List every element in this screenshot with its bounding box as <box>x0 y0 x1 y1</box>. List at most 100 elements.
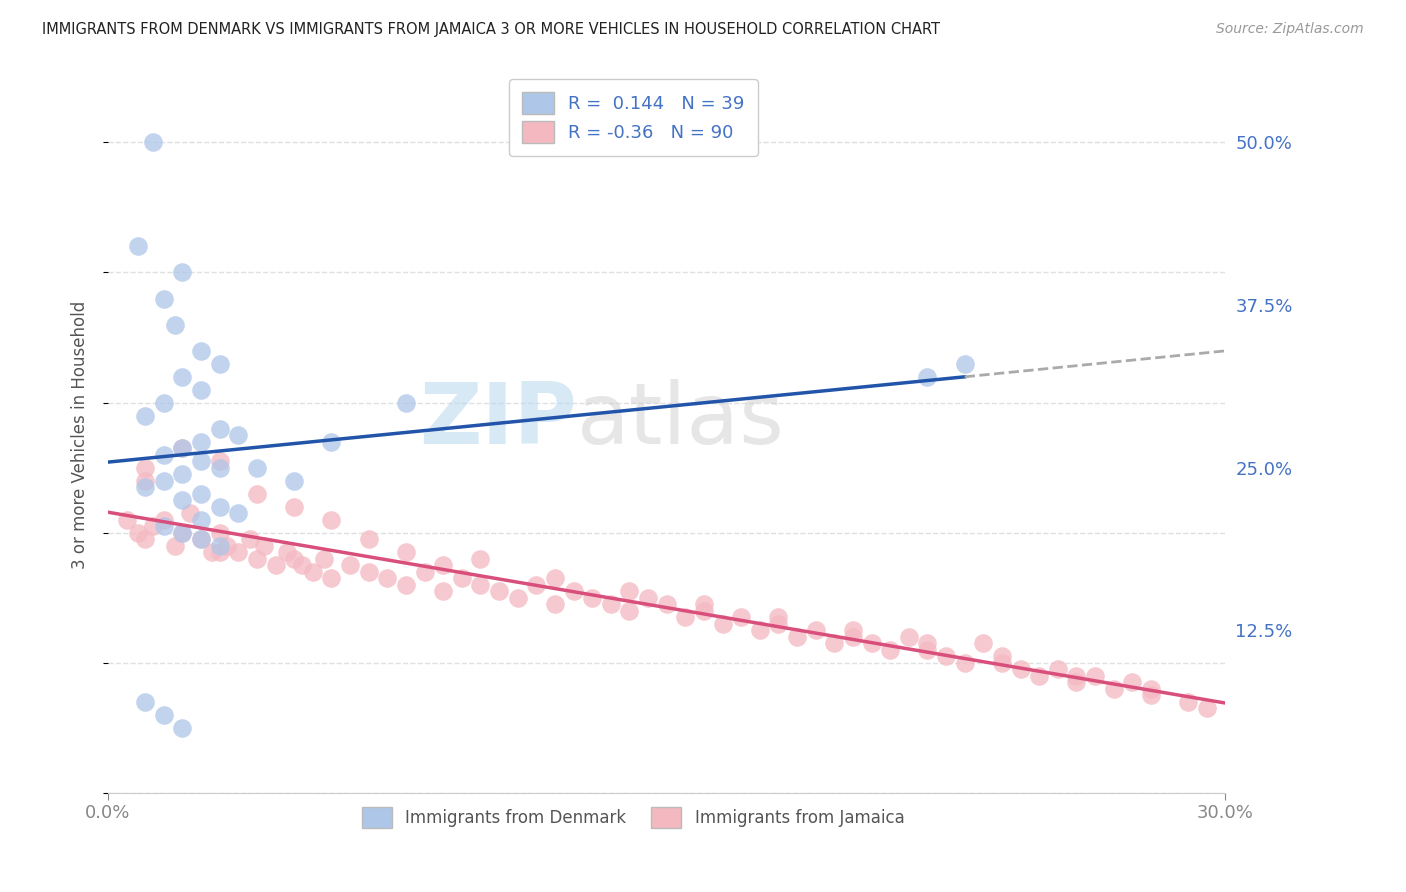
Point <box>153 292 176 306</box>
Point <box>246 486 269 500</box>
Point <box>208 500 231 514</box>
Point <box>599 597 621 611</box>
Point <box>208 460 231 475</box>
Point <box>190 512 212 526</box>
Point <box>450 571 472 585</box>
Point <box>172 525 194 540</box>
Point <box>544 571 567 585</box>
Point <box>972 636 994 650</box>
Point <box>432 584 454 599</box>
Point <box>283 551 305 566</box>
Point <box>228 428 250 442</box>
Point <box>321 434 343 449</box>
Point <box>1028 668 1050 682</box>
Point <box>860 636 883 650</box>
Point <box>730 610 752 624</box>
Point <box>172 467 194 481</box>
Point <box>134 532 156 546</box>
Point <box>804 623 827 637</box>
Point <box>357 532 380 546</box>
Point <box>524 577 547 591</box>
Point <box>190 454 212 468</box>
Point <box>228 506 250 520</box>
Point <box>991 656 1014 670</box>
Point <box>823 636 845 650</box>
Point <box>190 383 212 397</box>
Point <box>115 512 138 526</box>
Point <box>253 539 276 553</box>
Point <box>897 630 920 644</box>
Point <box>190 486 212 500</box>
Point <box>127 525 149 540</box>
Point <box>1066 675 1088 690</box>
Point <box>134 409 156 423</box>
Point <box>693 604 716 618</box>
Point <box>935 649 957 664</box>
Point <box>190 434 212 449</box>
Point <box>544 597 567 611</box>
Point <box>786 630 808 644</box>
Point <box>246 460 269 475</box>
Point <box>953 656 976 670</box>
Point <box>917 636 939 650</box>
Point <box>953 357 976 371</box>
Point <box>395 395 418 409</box>
Text: atlas: atlas <box>578 379 786 462</box>
Point <box>238 532 260 546</box>
Point <box>488 584 510 599</box>
Point <box>172 369 194 384</box>
Point <box>1140 688 1163 702</box>
Point <box>917 642 939 657</box>
Point <box>1121 675 1143 690</box>
Point <box>655 597 678 611</box>
Point <box>842 630 865 644</box>
Point <box>711 616 734 631</box>
Point <box>768 616 790 631</box>
Point <box>1177 695 1199 709</box>
Point <box>134 460 156 475</box>
Point <box>190 532 212 546</box>
Point <box>172 493 194 508</box>
Point <box>190 532 212 546</box>
Point <box>693 597 716 611</box>
Point <box>208 545 231 559</box>
Point <box>357 565 380 579</box>
Point <box>291 558 314 573</box>
Point <box>768 610 790 624</box>
Point <box>432 558 454 573</box>
Point <box>201 545 224 559</box>
Point <box>208 454 231 468</box>
Point <box>127 239 149 253</box>
Point <box>748 623 770 637</box>
Point <box>172 441 194 455</box>
Point <box>228 545 250 559</box>
Point <box>917 369 939 384</box>
Text: Source: ZipAtlas.com: Source: ZipAtlas.com <box>1216 22 1364 37</box>
Point <box>581 591 603 605</box>
Point <box>142 136 165 150</box>
Point <box>506 591 529 605</box>
Text: IMMIGRANTS FROM DENMARK VS IMMIGRANTS FROM JAMAICA 3 OR MORE VEHICLES IN HOUSEHO: IMMIGRANTS FROM DENMARK VS IMMIGRANTS FR… <box>42 22 941 37</box>
Point <box>321 571 343 585</box>
Point <box>637 591 659 605</box>
Point <box>283 500 305 514</box>
Point <box>134 474 156 488</box>
Point <box>190 343 212 358</box>
Point <box>153 395 176 409</box>
Point <box>142 519 165 533</box>
Point <box>172 441 194 455</box>
Y-axis label: 3 or more Vehicles in Household: 3 or more Vehicles in Household <box>72 301 89 569</box>
Point <box>377 571 399 585</box>
Point <box>208 421 231 435</box>
Point <box>1084 668 1107 682</box>
Point <box>208 525 231 540</box>
Point <box>1066 668 1088 682</box>
Point <box>395 545 418 559</box>
Point <box>153 512 176 526</box>
Point <box>163 318 186 332</box>
Point <box>217 539 239 553</box>
Point <box>1010 662 1032 676</box>
Legend: Immigrants from Denmark, Immigrants from Jamaica: Immigrants from Denmark, Immigrants from… <box>356 801 911 834</box>
Point <box>153 707 176 722</box>
Point <box>619 604 641 618</box>
